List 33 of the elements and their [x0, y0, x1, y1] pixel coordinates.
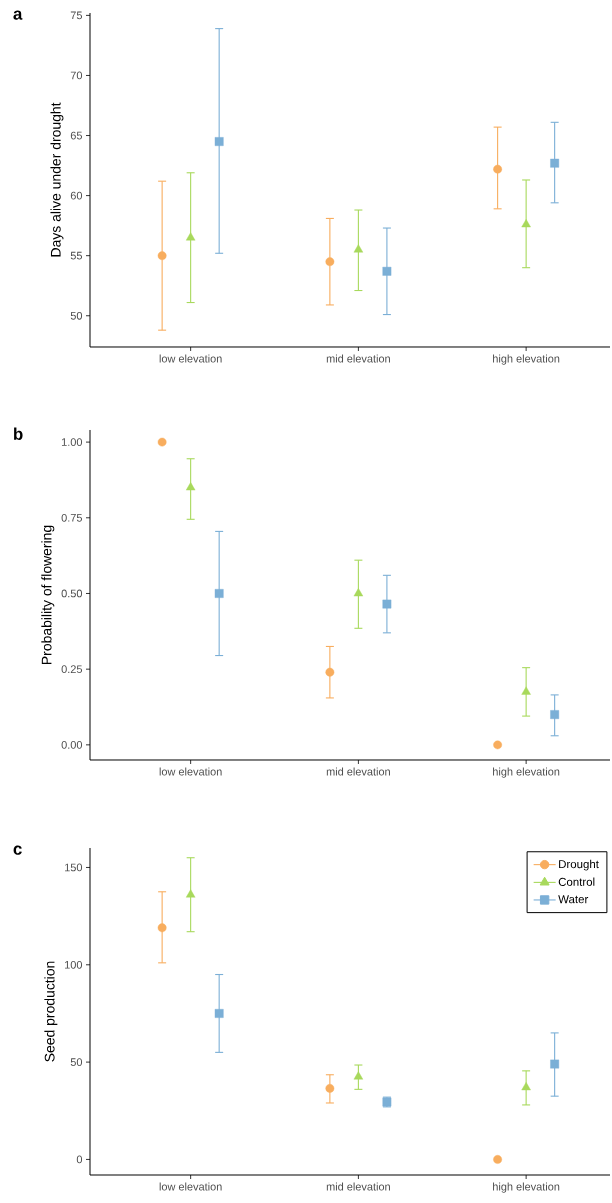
x-tick-label: mid elevation: [326, 767, 390, 776]
x-tick-label: low elevation: [159, 1182, 222, 1191]
x-tick-label: low elevation: [159, 354, 222, 363]
y-tick-label: 1.00: [61, 438, 83, 446]
legend-label: Water: [558, 895, 589, 904]
y-tick-label: 75: [70, 11, 83, 20]
y-axis-title: Seed production: [44, 961, 58, 1062]
y-tick-label: 50: [70, 1058, 83, 1066]
y-tick-label: 60: [70, 191, 83, 200]
x-tick-label: high elevation: [493, 1182, 560, 1193]
y-tick-label: 0.50: [61, 589, 83, 598]
chart-title: a: [13, 10, 23, 20]
y-tick-label: 0: [76, 1155, 83, 1164]
y-tick-label: 0.25: [61, 665, 83, 674]
x-tick-label: mid elevation: [326, 1182, 390, 1191]
x-tick-label: high elevation: [493, 767, 560, 778]
chart-title: c: [13, 845, 22, 855]
legend-label: Control: [558, 877, 595, 886]
legend-label: Drought: [559, 859, 599, 871]
x-tick-label: mid elevation: [326, 354, 390, 363]
y-tick-label: 0.00: [61, 740, 83, 749]
y-tick-label: 100: [65, 960, 83, 969]
y-tick-label: 70: [70, 71, 83, 80]
y-tick-label: 0.75: [61, 513, 83, 522]
y-tick-label: 150: [65, 863, 83, 872]
x-tick-label: low elevation: [159, 767, 222, 776]
x-tick-label: high elevation: [493, 354, 560, 365]
y-axis-title: Days alive under drought: [50, 102, 64, 257]
chart-title: b: [14, 427, 23, 440]
y-tick-label: 55: [70, 251, 83, 260]
y-tick-label: 50: [70, 311, 83, 320]
y-tick-label: 65: [70, 131, 83, 140]
y-axis-title: Probability of flowering: [41, 525, 55, 665]
